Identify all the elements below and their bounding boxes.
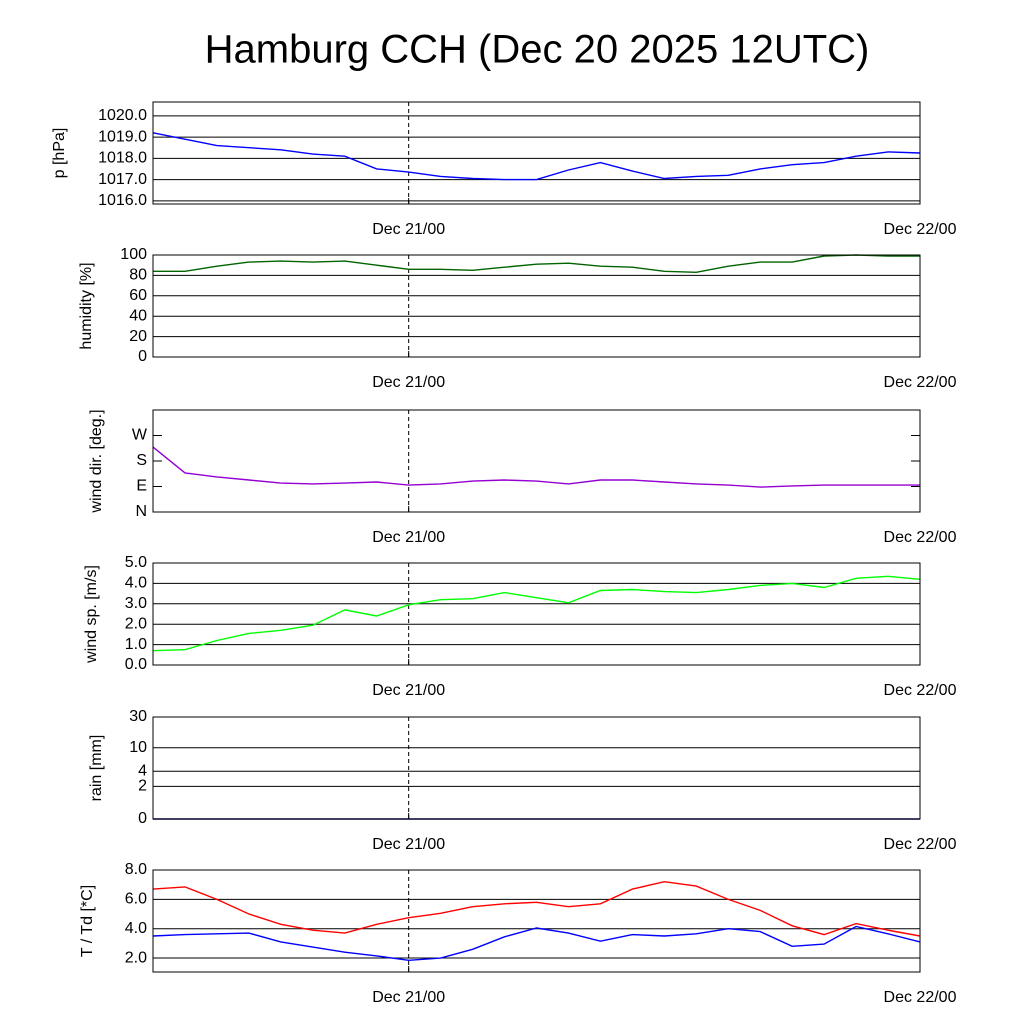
y-tick-label: 5.0 xyxy=(125,554,147,571)
plot-frame xyxy=(152,869,921,973)
x-tick-label: Dec 21/00 xyxy=(372,221,445,238)
plot-frame xyxy=(152,716,921,820)
x-tick-label: Dec 21/00 xyxy=(372,682,445,699)
y-axis-label: wind dir. [deg.] xyxy=(88,409,105,513)
y-tick-label: 4.0 xyxy=(125,575,147,592)
x-tick-label: Dec 22/00 xyxy=(884,374,957,391)
y-tick-label: 1020.0 xyxy=(98,107,147,124)
data-line xyxy=(152,880,921,937)
data-line xyxy=(152,446,920,488)
y-axis-label: p [hPa] xyxy=(51,128,68,179)
y-tick-label: 6.0 xyxy=(125,891,147,908)
y-tick-label: 10 xyxy=(129,739,147,756)
x-tick-label: Dec 22/00 xyxy=(884,221,957,238)
y-tick-label: 4 xyxy=(138,762,147,779)
y-tick-label: 20 xyxy=(129,328,147,345)
data-line xyxy=(152,132,921,181)
y-tick-label: 1019.0 xyxy=(98,128,147,145)
y-tick-label: 100 xyxy=(120,246,147,263)
y-tick-label: 0 xyxy=(138,348,147,365)
y-tick-label: 2 xyxy=(138,778,147,795)
y-tick-label: 60 xyxy=(129,287,147,304)
y-tick-label: 80 xyxy=(129,267,147,284)
x-tick-label: Dec 22/00 xyxy=(884,989,957,1006)
y-tick-label: 1016.0 xyxy=(98,192,147,209)
y-axis-label: rain [mm] xyxy=(88,735,105,802)
data-line xyxy=(153,254,920,274)
plot-frame xyxy=(152,254,921,358)
y-axis-label: wind sp. [m/s] xyxy=(83,565,100,664)
x-tick-label: Dec 21/00 xyxy=(372,836,445,853)
y-tick-label: 8.0 xyxy=(125,861,147,878)
y-tick-label: E xyxy=(136,478,147,495)
y-tick-label: 4.0 xyxy=(125,920,147,937)
plot-frame xyxy=(152,409,921,513)
y-tick-label: 2.0 xyxy=(125,949,147,966)
x-tick-label: Dec 22/00 xyxy=(884,529,957,546)
x-tick-label: Dec 21/00 xyxy=(372,989,445,1006)
y-tick-label: 3.0 xyxy=(125,595,147,612)
y-tick-label: 1.0 xyxy=(125,636,147,653)
x-tick-label: Dec 21/00 xyxy=(372,374,445,391)
y-axis-label: humidity [%] xyxy=(78,262,95,349)
y-tick-label: 40 xyxy=(129,307,147,324)
y-tick-label: 0.0 xyxy=(125,656,147,673)
data-line xyxy=(152,575,921,652)
y-tick-label: 2.0 xyxy=(125,615,147,632)
chart-title: Hamburg CCH (Dec 20 2025 12UTC) xyxy=(205,28,870,72)
y-tick-label: N xyxy=(135,503,147,520)
y-axis-label: T / Td [*C] xyxy=(79,885,96,957)
x-tick-label: Dec 22/00 xyxy=(884,682,957,699)
y-tick-label: 0 xyxy=(138,810,147,827)
y-tick-label: 1017.0 xyxy=(98,171,147,188)
y-tick-label: 30 xyxy=(129,708,147,725)
y-tick-label: S xyxy=(136,452,147,469)
x-tick-label: Dec 21/00 xyxy=(372,529,445,546)
y-tick-label: W xyxy=(132,427,148,444)
x-tick-label: Dec 22/00 xyxy=(884,836,957,853)
data-line xyxy=(152,925,921,962)
y-tick-label: 1018.0 xyxy=(98,150,147,167)
plot-frame xyxy=(152,101,921,205)
plot-frame xyxy=(152,562,921,666)
